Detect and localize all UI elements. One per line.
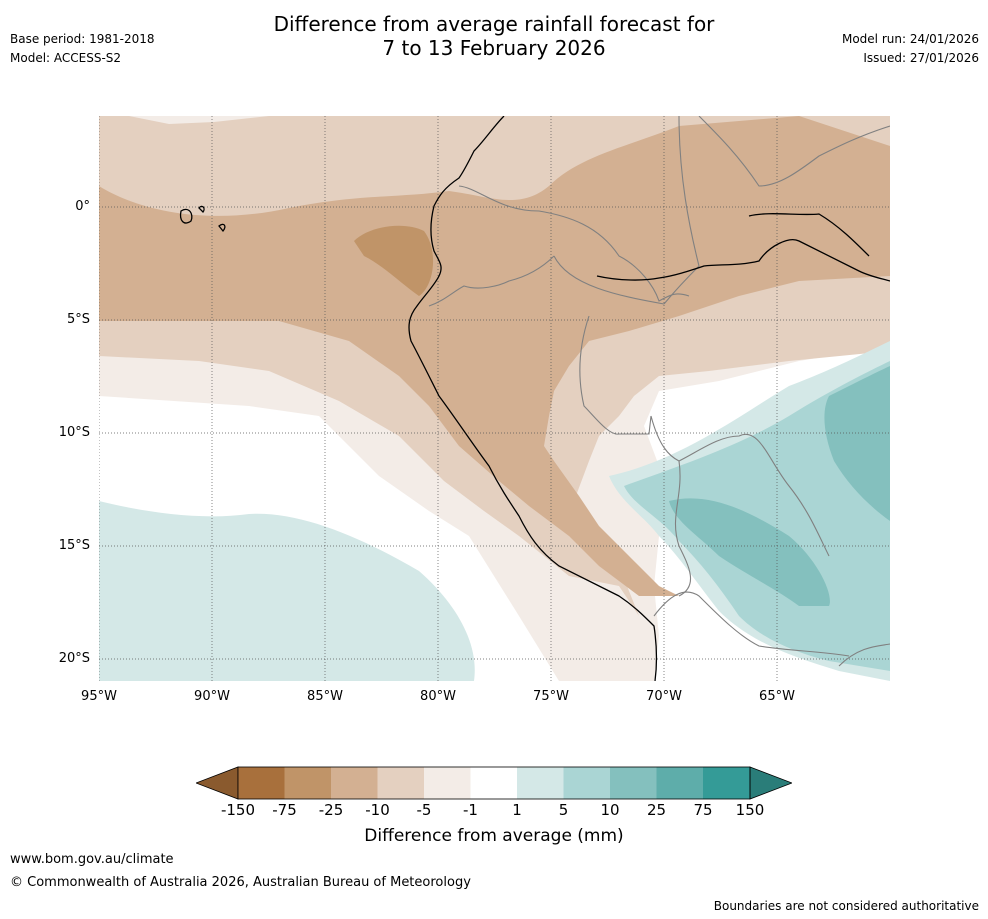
colorbar-swatch-6 — [470, 767, 517, 799]
lon-label-75w: 75°W — [533, 689, 569, 704]
coastlines — [179, 116, 890, 681]
title-line-1: Difference from average rainfall forecas… — [273, 12, 715, 36]
lon-label-80w: 80°W — [420, 689, 456, 704]
base-period-text: Base period: 1981-2018 — [10, 32, 155, 46]
lat-label-10s: 10°S — [58, 425, 90, 440]
map-gridlines — [99, 116, 890, 681]
colorbar — [194, 766, 794, 800]
footer-url: www.bom.gov.au/climate — [10, 852, 174, 867]
rainfall-anomaly-map — [99, 116, 890, 681]
lat-label-20s: 20°S — [58, 651, 90, 666]
model-info: Base period: 1981-2018 Model: ACCESS-S2 — [10, 32, 155, 70]
colorbar-tick-label: 75 — [693, 801, 713, 819]
colorbar-swatch-2 — [284, 767, 331, 799]
lon-label-85w: 85°W — [307, 689, 343, 704]
lat-label-0: 0° — [75, 199, 90, 214]
colorbar-swatch-1 — [238, 767, 285, 799]
colorbar-tick-label: -25 — [318, 801, 344, 819]
colorbar-tick-label: 5 — [558, 801, 569, 819]
map-svg — [99, 116, 890, 681]
colorbar-svg — [194, 766, 794, 800]
colorbar-swatch-5 — [424, 767, 471, 799]
colorbar-tick-label: 150 — [735, 801, 765, 819]
colorbar-swatch-11 — [703, 767, 750, 799]
colorbar-swatch-8 — [563, 767, 610, 799]
colorbar-tick-label: -1 — [463, 801, 478, 819]
lon-label-65w: 65°W — [759, 689, 795, 704]
colorbar-tick-label: 25 — [646, 801, 667, 819]
colorbar-swatch-9 — [610, 767, 657, 799]
model-name-text: Model: ACCESS-S2 — [10, 51, 122, 65]
colorbar-tick-label: -150 — [220, 801, 256, 819]
chart-title: Difference from average rainfall forecas… — [0, 12, 988, 60]
footer-disclaimer: Boundaries are not considered authoritat… — [713, 899, 979, 913]
colorbar-swatch-7 — [517, 767, 564, 799]
run-info: Model run: 24/01/2026 Issued: 27/01/2026 — [842, 32, 979, 70]
colorbar-arrow-right — [749, 766, 794, 800]
issued-date-text: Issued: 27/01/2026 — [863, 51, 979, 65]
colorbar-tick-label: 10 — [600, 801, 620, 819]
lon-label-70w: 70°W — [646, 689, 682, 704]
footer-copyright: © Commonwealth of Australia 2026, Austra… — [10, 875, 471, 890]
country-borders — [428, 116, 890, 667]
colorbar-swatch-4 — [377, 767, 424, 799]
colorbar-title: Difference from average (mm) — [364, 826, 624, 846]
lat-label-15s: 15°S — [58, 538, 90, 553]
dry-strong-patch — [354, 225, 434, 296]
wet-strong-bolivia — [669, 498, 830, 606]
colorbar-arrow-left — [194, 766, 239, 800]
colorbar-tick-label: -75 — [272, 801, 297, 819]
colorbar-tick-label: 1 — [512, 801, 522, 819]
wet-strong-east — [824, 366, 890, 521]
colorbar-tick-label: -5 — [416, 801, 432, 819]
colorbar-swatch-3 — [331, 767, 378, 799]
lon-label-95w: 95°W — [81, 689, 117, 704]
colorbar-swatch-10 — [656, 767, 703, 799]
lon-label-90w: 90°W — [194, 689, 230, 704]
model-run-text: Model run: 24/01/2026 — [841, 32, 979, 46]
title-line-2: 7 to 13 February 2026 — [382, 36, 606, 60]
colorbar-frame — [237, 766, 751, 800]
colorbar-tick-label: -10 — [365, 801, 390, 819]
lat-label-5s: 5°S — [66, 312, 90, 327]
